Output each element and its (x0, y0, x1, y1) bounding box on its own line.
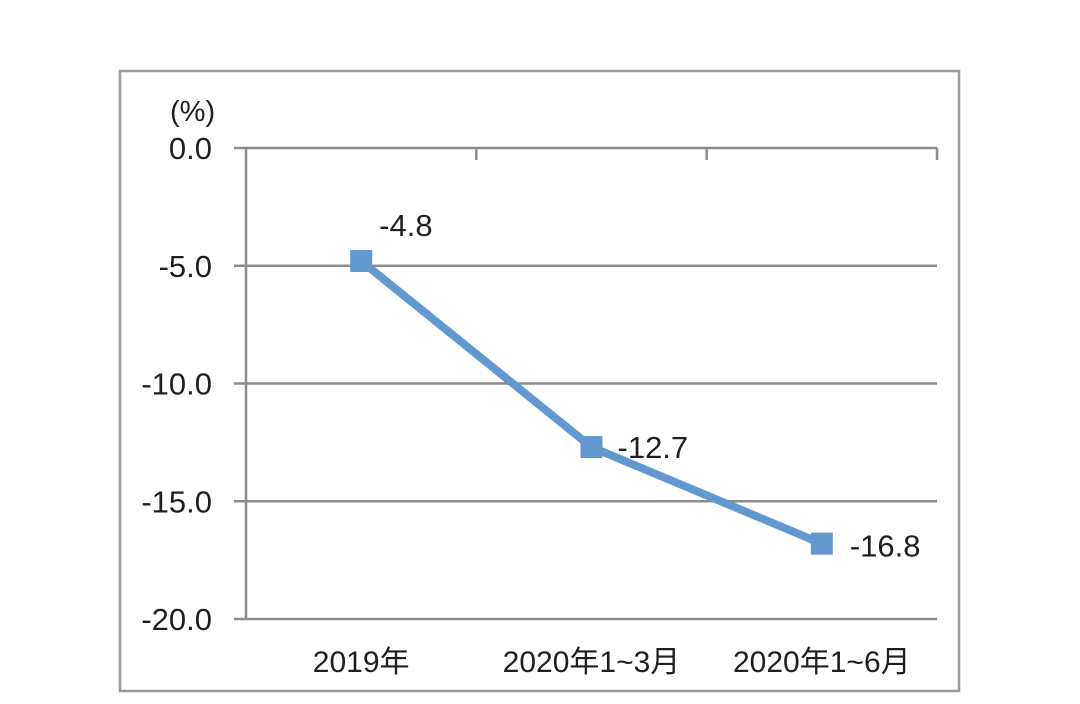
y-tick-label: -15.0 (141, 484, 212, 519)
data-point-marker (810, 532, 833, 555)
data-point-label: -16.8 (850, 529, 921, 564)
data-labels: -4.8 -12.7 -16.8 (379, 208, 920, 564)
data-series (350, 250, 833, 555)
x-category-label: 2019年 (313, 646, 410, 679)
x-category-labels: 2019年 2020年1~3月 2020年1~6月 (313, 646, 911, 679)
chart-border-frame (118, 69, 961, 693)
data-point-label: -4.8 (379, 208, 432, 243)
y-axis-unit-label: (%) (170, 96, 215, 128)
x-category-label: 2020年1~3月 (503, 646, 681, 679)
y-tick-label: 0.0 (169, 131, 212, 166)
data-point-label: -12.7 (618, 430, 689, 465)
axes (234, 146, 939, 621)
data-point-marker (580, 436, 603, 459)
y-tick-label: -5.0 (159, 249, 212, 284)
data-point-marker (350, 250, 373, 273)
y-tick-labels: 0.0 -5.0 -10.0 -15.0 -20.0 (141, 131, 212, 637)
x-category-label: 2020年1~6月 (733, 646, 911, 679)
y-tick-label: -20.0 (141, 602, 212, 637)
y-tick-label: -10.0 (141, 367, 212, 402)
